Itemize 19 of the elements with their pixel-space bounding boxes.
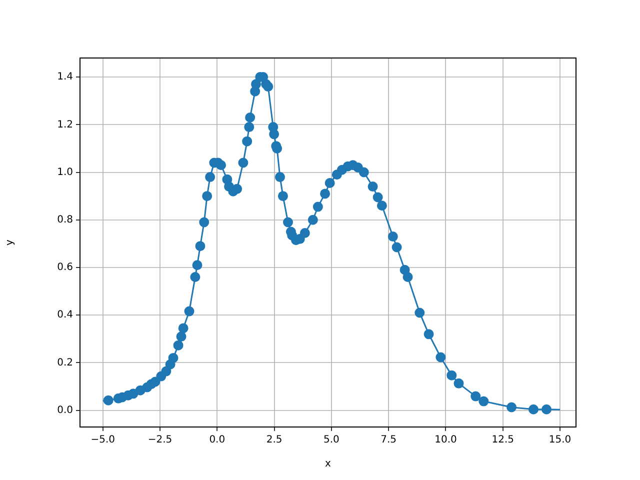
x-tick-label: 2.5 — [266, 434, 282, 446]
x-tick-label: 5.0 — [323, 434, 340, 446]
y-tick-label: 0.8 — [57, 214, 73, 226]
y-tick-label: 1.0 — [57, 166, 73, 178]
x-tick-label: 10.0 — [434, 434, 457, 446]
y-tick-label: 1.4 — [57, 72, 73, 83]
x-tick-label: 12.5 — [492, 434, 514, 446]
y-tick-label: 1.2 — [57, 119, 73, 130]
x-axis-title: x — [325, 458, 332, 470]
x-tick-label: 15.0 — [548, 434, 572, 446]
y-tick-label: 0.0 — [57, 404, 73, 416]
y-axis-title: y — [4, 239, 16, 246]
x-tick-label: −5.0 — [90, 434, 116, 446]
x-tick-label: 0.0 — [209, 434, 226, 446]
y-tick-label: 0.2 — [57, 357, 73, 368]
y-tick-label: 0.4 — [57, 310, 73, 321]
x-tick-label: −2.5 — [148, 434, 172, 446]
x-tick-label: 7.5 — [380, 434, 397, 446]
y-tick-label: 0.6 — [57, 262, 73, 274]
